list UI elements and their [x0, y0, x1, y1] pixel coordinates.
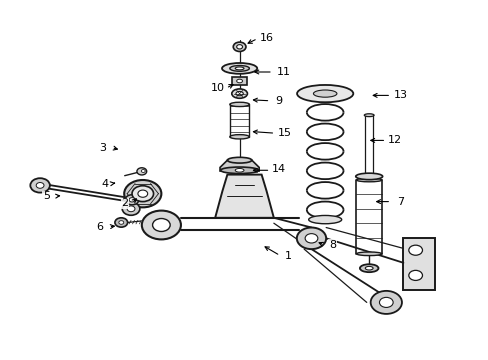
Ellipse shape	[229, 102, 249, 107]
Ellipse shape	[359, 264, 378, 272]
Circle shape	[408, 245, 422, 255]
Circle shape	[137, 168, 146, 175]
Circle shape	[142, 211, 181, 239]
Ellipse shape	[235, 67, 244, 70]
Ellipse shape	[308, 215, 341, 224]
Circle shape	[132, 186, 153, 202]
Circle shape	[305, 234, 317, 243]
Ellipse shape	[229, 135, 249, 139]
Text: 12: 12	[387, 135, 401, 145]
Ellipse shape	[365, 266, 372, 270]
Ellipse shape	[355, 173, 382, 180]
Circle shape	[30, 178, 50, 193]
Text: 16: 16	[259, 33, 273, 43]
Circle shape	[138, 190, 147, 197]
Ellipse shape	[220, 167, 258, 174]
FancyBboxPatch shape	[232, 77, 246, 85]
Ellipse shape	[222, 63, 257, 74]
Circle shape	[233, 42, 245, 51]
Ellipse shape	[235, 91, 243, 96]
Circle shape	[124, 180, 161, 207]
Ellipse shape	[229, 66, 249, 71]
Text: 5: 5	[43, 191, 50, 201]
Circle shape	[125, 195, 139, 205]
Circle shape	[152, 219, 170, 231]
Text: 9: 9	[275, 96, 282, 106]
Text: 14: 14	[271, 164, 285, 174]
Text: 3: 3	[99, 143, 106, 153]
Circle shape	[129, 198, 135, 202]
Circle shape	[236, 45, 242, 49]
Circle shape	[370, 291, 401, 314]
Ellipse shape	[236, 79, 242, 83]
FancyBboxPatch shape	[403, 238, 434, 290]
Circle shape	[408, 270, 422, 280]
Circle shape	[122, 202, 140, 215]
Text: 4: 4	[102, 179, 108, 189]
Circle shape	[115, 218, 127, 227]
Text: 2: 2	[121, 198, 128, 208]
Ellipse shape	[313, 90, 336, 97]
Ellipse shape	[356, 178, 381, 182]
Text: 1: 1	[285, 251, 291, 261]
Text: 15: 15	[277, 128, 291, 138]
Ellipse shape	[235, 168, 244, 172]
Text: 11: 11	[276, 67, 290, 77]
Text: 13: 13	[393, 90, 407, 100]
Polygon shape	[215, 175, 273, 218]
Text: 8: 8	[328, 240, 335, 250]
Text: 10: 10	[210, 83, 224, 93]
Ellipse shape	[231, 89, 247, 98]
Circle shape	[379, 297, 392, 307]
Ellipse shape	[297, 85, 352, 102]
Circle shape	[296, 228, 325, 249]
Circle shape	[36, 183, 44, 188]
Polygon shape	[220, 160, 259, 171]
Ellipse shape	[356, 252, 381, 256]
Circle shape	[119, 221, 123, 224]
Circle shape	[141, 170, 145, 172]
Circle shape	[127, 206, 135, 212]
Text: 7: 7	[397, 197, 404, 207]
Ellipse shape	[227, 157, 251, 163]
Ellipse shape	[364, 114, 373, 117]
Text: 6: 6	[97, 222, 103, 232]
